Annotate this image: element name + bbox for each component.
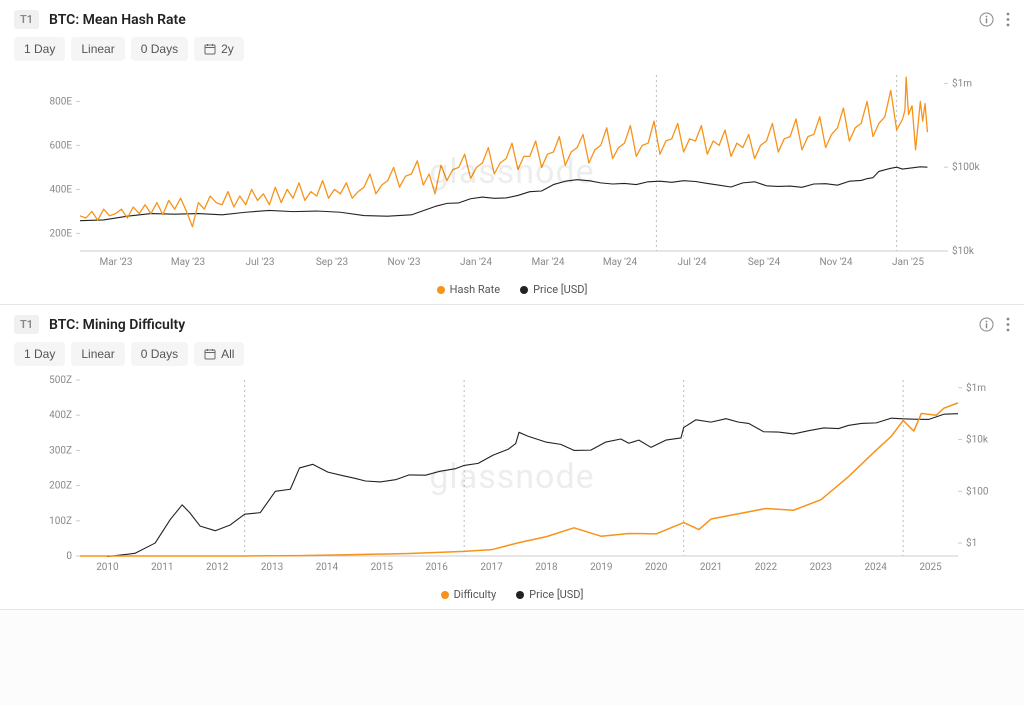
svg-text:2013: 2013 [261,562,283,573]
more-icon[interactable] [1006,12,1010,27]
chart-area: glassnode 200E400E600E800E$10k$100k$1mMa… [14,65,1010,279]
svg-text:2010: 2010 [96,562,119,573]
tier-badge: T1 [14,315,39,334]
svg-text:2023: 2023 [810,562,832,573]
scale-button[interactable]: Linear [71,342,124,366]
svg-text:2011: 2011 [151,562,173,573]
svg-text:Mar '23: Mar '23 [99,257,132,268]
svg-text:2019: 2019 [590,562,612,573]
svg-text:Jul '23: Jul '23 [246,257,275,268]
svg-text:$1m: $1m [952,76,972,89]
resolution-button[interactable]: 1 Day [14,342,65,366]
range-label: All [221,347,234,361]
svg-text:$100k: $100k [952,160,980,173]
chart-toolbar: 1 Day Linear 0 Days All [14,342,1010,366]
svg-text:Nov '23: Nov '23 [387,257,420,268]
svg-text:2022: 2022 [755,562,778,573]
chart-area: glassnode 0100Z200Z300Z400Z500Z$1$100$10… [14,370,1010,584]
svg-text:Jan '25: Jan '25 [892,257,924,268]
svg-text:800E: 800E [49,96,72,107]
svg-text:600E: 600E [49,140,72,151]
svg-text:$100: $100 [966,484,989,497]
svg-text:400E: 400E [49,184,72,195]
tier-badge: T1 [14,10,39,29]
panel-header: T1 BTC: Mean Hash Rate [14,10,1010,29]
scale-button[interactable]: Linear [71,37,124,61]
chart-svg: 0 100Z 200Z 300Z 400Z 500Z $1 $100 $10k $1m 2010 20… [14,370,1010,580]
svg-text:100Z: 100Z [49,516,72,527]
svg-text:2014: 2014 [316,562,339,573]
svg-text:Sep '23: Sep '23 [316,257,348,268]
svg-text:0: 0 [66,551,72,562]
panel-header: T1 BTC: Mining Difficulty [14,315,1010,334]
offset-button[interactable]: 0 Days [131,342,188,366]
legend-item-difficulty: Difficulty [441,588,497,601]
svg-text:500Z: 500Z [49,375,72,386]
svg-text:300Z: 300Z [49,445,72,456]
chart-panel-difficulty: T1 BTC: Mining Difficulty 1 Day Linear 0… [0,305,1024,610]
svg-text:Mar '24: Mar '24 [531,257,564,268]
svg-text:2012: 2012 [206,562,229,573]
resolution-button[interactable]: 1 Day [14,37,65,61]
svg-text:Nov '24: Nov '24 [819,257,852,268]
svg-text:May '23: May '23 [171,257,205,268]
svg-text:2025: 2025 [919,562,942,573]
range-button[interactable]: 2y [194,37,244,61]
calendar-icon [204,43,216,55]
svg-text:May '24: May '24 [603,257,638,268]
svg-text:2020: 2020 [645,562,668,573]
calendar-icon [204,348,216,360]
svg-text:2017: 2017 [480,562,503,573]
chart-toolbar: 1 Day Linear 0 Days 2y [14,37,1010,61]
svg-text:2015: 2015 [371,562,394,573]
offset-button[interactable]: 0 Days [131,37,188,61]
svg-text:$1m: $1m [966,381,986,394]
svg-text:Sep '24: Sep '24 [748,257,781,268]
legend-item-price: Price [USD] [516,588,583,601]
svg-text:Jan '24: Jan '24 [460,257,492,268]
svg-text:400Z: 400Z [49,410,72,421]
legend-item-hashrate: Hash Rate [437,283,501,296]
svg-text:$1: $1 [966,536,977,549]
svg-text:2021: 2021 [700,562,722,573]
chart-svg: 200E 400E 600E 800E $10k $100k $1m Mar '23 May '… [14,65,1010,275]
svg-text:2018: 2018 [535,562,558,573]
chart-title: BTC: Mean Hash Rate [49,12,186,28]
range-label: 2y [221,42,234,56]
info-icon[interactable] [979,12,994,27]
svg-text:$10k: $10k [966,433,989,446]
svg-text:Jul '24: Jul '24 [678,257,707,268]
legend: Difficulty Price [USD] [14,584,1010,603]
svg-text:2016: 2016 [425,562,448,573]
range-button[interactable]: All [194,342,244,366]
legend: Hash Rate Price [USD] [14,279,1010,298]
svg-text:$10k: $10k [952,244,975,257]
more-icon[interactable] [1006,317,1010,332]
chart-panel-hashrate: T1 BTC: Mean Hash Rate 1 Day Linear 0 Da… [0,0,1024,305]
legend-item-price: Price [USD] [520,283,587,296]
svg-text:200Z: 200Z [49,481,72,492]
svg-text:200E: 200E [49,228,72,239]
chart-title: BTC: Mining Difficulty [49,317,185,333]
info-icon[interactable] [979,317,994,332]
svg-text:2024: 2024 [864,562,887,573]
